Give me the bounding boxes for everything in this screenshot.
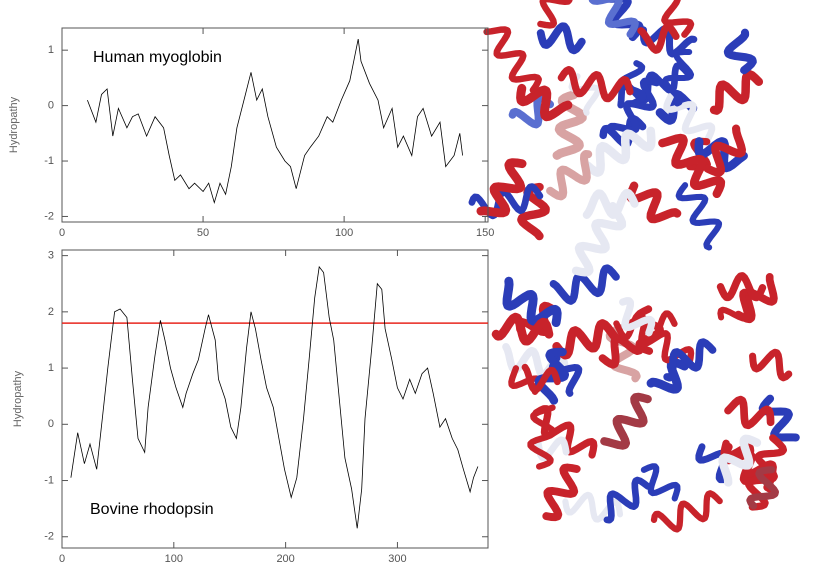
annotation: Human myoglobin bbox=[93, 49, 222, 66]
ribbon bbox=[549, 264, 620, 305]
rhodopsin-structure bbox=[491, 201, 800, 533]
ribbon bbox=[658, 133, 726, 199]
y-tick-label: -2 bbox=[44, 531, 54, 543]
y-tick-label: 3 bbox=[48, 250, 54, 262]
y-tick-label: 0 bbox=[48, 418, 54, 430]
ribbon bbox=[536, 22, 586, 55]
x-tick-label: 200 bbox=[276, 553, 294, 565]
ribbon bbox=[583, 126, 656, 177]
y-tick-label: -2 bbox=[44, 210, 54, 222]
annotation: Bovine rhodopsin bbox=[90, 501, 214, 518]
ribbon bbox=[675, 182, 723, 251]
ribbon bbox=[709, 69, 764, 115]
ribbon bbox=[568, 73, 602, 116]
ribbon bbox=[571, 201, 627, 277]
x-tick-label: 50 bbox=[197, 227, 209, 239]
y-tick-label: -1 bbox=[44, 155, 54, 167]
x-tick-label: 0 bbox=[59, 227, 65, 239]
ribbon bbox=[557, 65, 634, 103]
ribbon bbox=[527, 404, 557, 470]
ribbon bbox=[723, 28, 757, 75]
ribbon bbox=[588, 0, 639, 38]
ribbon bbox=[537, 0, 573, 29]
x-tick-label: 100 bbox=[335, 227, 353, 239]
ribbon bbox=[542, 463, 581, 522]
ribbon bbox=[718, 434, 762, 487]
ribbon bbox=[483, 26, 542, 94]
ribbon bbox=[716, 272, 767, 302]
ribbon bbox=[661, 0, 695, 38]
ribbon bbox=[516, 83, 573, 122]
myoglobin-structure bbox=[468, 0, 764, 251]
ribbon bbox=[546, 149, 593, 201]
ribbon bbox=[703, 124, 746, 177]
ribbon bbox=[655, 89, 698, 125]
ribbon bbox=[717, 288, 759, 322]
plot-frame bbox=[61, 249, 489, 549]
ribbon bbox=[640, 463, 681, 502]
ribbon bbox=[746, 466, 779, 510]
ribbon bbox=[599, 0, 644, 42]
data-line bbox=[70, 265, 479, 529]
ribbon bbox=[532, 405, 598, 459]
y-axis-label: Hydropathy bbox=[8, 96, 20, 153]
ribbon bbox=[650, 490, 723, 533]
y-tick-label: 1 bbox=[48, 362, 54, 374]
y-axis-label: Hydropathy bbox=[12, 370, 24, 427]
plot-frame bbox=[61, 27, 489, 223]
ribbon bbox=[491, 312, 554, 346]
x-tick-label: 0 bbox=[59, 553, 65, 565]
ribbon bbox=[502, 276, 562, 328]
x-tick-label: 150 bbox=[476, 227, 494, 239]
ribbon bbox=[603, 476, 652, 524]
ribbon bbox=[508, 94, 555, 129]
x-tick-label: 100 bbox=[165, 553, 183, 565]
ribbon bbox=[521, 363, 561, 394]
ribbon bbox=[582, 189, 639, 219]
y-tick-label: -1 bbox=[44, 474, 54, 486]
ribbon bbox=[600, 392, 652, 450]
x-tick-label: 300 bbox=[388, 553, 406, 565]
ribbon bbox=[468, 183, 544, 220]
ribbon bbox=[476, 158, 527, 218]
ribbon bbox=[663, 338, 717, 382]
ribbon bbox=[619, 297, 656, 337]
ribbon bbox=[637, 22, 680, 54]
y-tick-label: 0 bbox=[48, 100, 54, 112]
ribbon bbox=[552, 319, 622, 360]
ribbon bbox=[749, 348, 793, 382]
ribbon bbox=[724, 395, 775, 430]
ribbon bbox=[661, 48, 695, 107]
data-line bbox=[87, 39, 463, 205]
y-tick-label: 2 bbox=[48, 306, 54, 318]
y-tick-label: 1 bbox=[48, 44, 54, 56]
ribbon bbox=[663, 92, 716, 146]
